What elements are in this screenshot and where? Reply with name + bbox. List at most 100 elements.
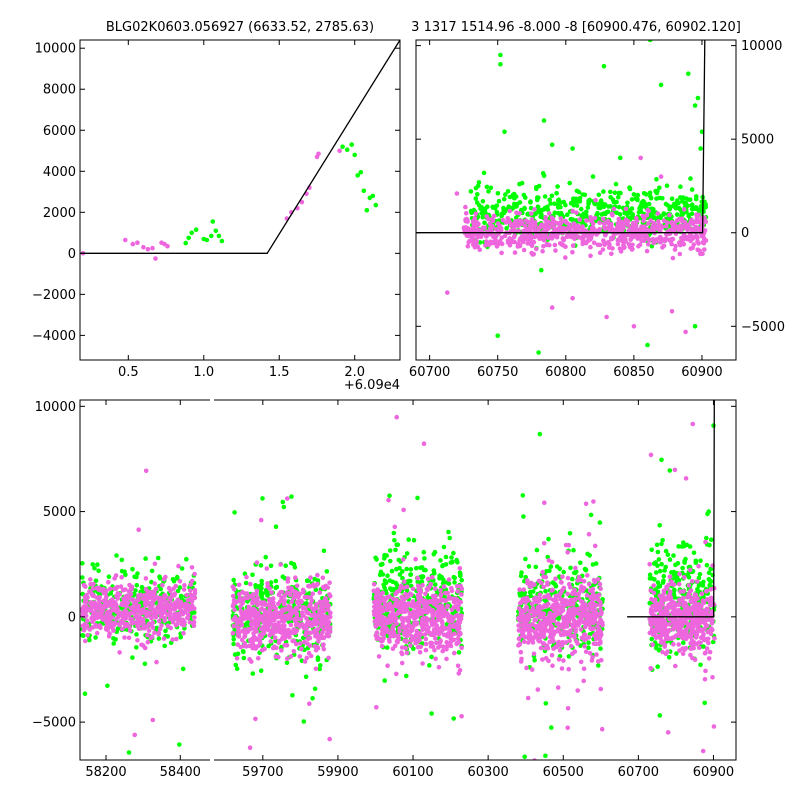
full-point-magenta xyxy=(160,583,165,588)
full-point-green xyxy=(532,657,537,663)
full-point-magenta xyxy=(185,615,190,621)
full-point-magenta xyxy=(412,610,418,616)
season-point-magenta xyxy=(626,242,632,247)
full-point-magenta xyxy=(598,686,604,692)
full-point-green xyxy=(583,567,589,573)
full-point-green xyxy=(647,600,652,606)
full-point-green xyxy=(184,556,189,562)
full-point-magenta xyxy=(599,632,604,637)
full-point-green xyxy=(571,547,576,553)
zoom-y-tick-label: 10000 xyxy=(35,42,76,57)
season-point-magenta xyxy=(544,242,549,248)
full-point-magenta xyxy=(586,581,592,587)
full-point-magenta xyxy=(456,600,462,605)
full-point-magenta xyxy=(231,587,237,592)
zoom-point-magenta xyxy=(135,240,140,245)
full-point-magenta xyxy=(455,663,461,669)
full-point-green xyxy=(659,541,664,547)
full-point-green xyxy=(245,599,250,604)
zoom-point-green xyxy=(364,208,370,213)
full-point-magenta xyxy=(443,626,449,631)
full-point-magenta xyxy=(598,617,603,622)
full-point-magenta xyxy=(561,585,567,591)
season-outlier-green xyxy=(481,170,487,176)
full-point-magenta xyxy=(380,627,386,633)
season-point-magenta xyxy=(553,248,558,253)
full-point-magenta xyxy=(387,613,393,619)
full-point-magenta xyxy=(148,589,153,595)
full-point-green xyxy=(522,754,527,760)
full-point-magenta xyxy=(436,645,441,650)
full-point-magenta xyxy=(559,580,564,585)
full-point-magenta xyxy=(560,574,565,580)
season-point-magenta xyxy=(576,234,581,240)
full-point-magenta xyxy=(106,634,112,639)
season-point-magenta xyxy=(678,227,684,233)
full-point-green xyxy=(413,565,419,571)
season-point-green xyxy=(476,180,482,185)
season-point-magenta xyxy=(521,247,527,253)
season-outlier-green xyxy=(692,103,698,108)
full-point-magenta xyxy=(545,601,551,607)
full-point-magenta xyxy=(319,632,324,638)
season-outlier-green xyxy=(502,129,507,134)
season-point-green xyxy=(654,196,659,201)
season-point-green xyxy=(616,190,622,196)
season-point-magenta xyxy=(663,223,669,229)
season-point-green xyxy=(559,211,564,217)
full-point-magenta xyxy=(230,593,236,599)
season-outlier-green xyxy=(570,146,575,151)
full-point-magenta xyxy=(254,629,259,634)
full-point-magenta xyxy=(268,616,273,621)
season-point-green xyxy=(678,184,683,189)
full-point-magenta xyxy=(305,630,311,635)
full-point-magenta xyxy=(554,629,559,634)
season-outlier-green xyxy=(539,267,544,273)
season-point-magenta xyxy=(642,238,647,243)
season-point-green xyxy=(622,210,628,216)
full-point-magenta xyxy=(531,651,537,657)
full-point-magenta xyxy=(413,640,418,646)
full-point-green xyxy=(397,572,403,577)
full-point-magenta xyxy=(556,657,562,662)
season-point-magenta xyxy=(689,227,695,232)
full-point-green xyxy=(281,504,287,510)
season-point-magenta xyxy=(597,226,602,232)
season-point-magenta xyxy=(597,220,602,225)
season-point-green xyxy=(627,185,632,190)
full-point-magenta xyxy=(553,599,559,605)
full-point-magenta xyxy=(235,642,241,647)
full-point-magenta xyxy=(437,640,443,645)
full-point-magenta xyxy=(284,590,290,595)
full-point-green xyxy=(415,495,420,501)
full-point-magenta xyxy=(141,620,146,626)
full-point-magenta xyxy=(168,598,173,603)
zoom-point-magenta xyxy=(299,199,305,205)
season-point-magenta xyxy=(537,236,542,241)
full-point-green xyxy=(597,520,603,525)
season-point-magenta xyxy=(588,237,593,242)
full-point-green xyxy=(451,550,456,556)
full-point-green xyxy=(258,563,264,568)
full-point-magenta xyxy=(145,596,151,602)
full-point-green xyxy=(586,645,591,650)
full-point-green xyxy=(568,565,573,571)
season-point-magenta xyxy=(700,240,706,245)
full-point-magenta xyxy=(423,636,429,642)
full-point-magenta xyxy=(541,541,547,546)
full-point-green xyxy=(382,556,387,561)
season-point-magenta xyxy=(667,212,672,218)
season-point-magenta xyxy=(651,226,657,232)
full-point-magenta xyxy=(174,636,179,642)
season-point-magenta xyxy=(622,245,627,250)
full-point-magenta xyxy=(284,656,290,661)
full-point-magenta xyxy=(385,627,390,632)
zoom-point-magenta xyxy=(165,243,170,249)
full-point-magenta xyxy=(432,647,437,653)
full-point-magenta xyxy=(275,614,281,619)
full-point-magenta xyxy=(565,575,571,581)
season-point-magenta xyxy=(545,220,551,225)
full-point-magenta xyxy=(529,627,534,633)
zoom-point-green xyxy=(204,237,210,243)
full-point-magenta xyxy=(140,625,146,631)
